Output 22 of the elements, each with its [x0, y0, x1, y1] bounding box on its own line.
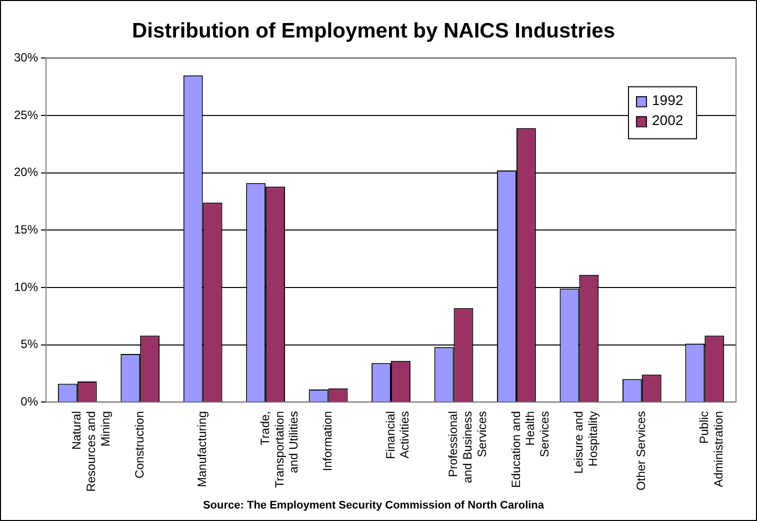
- source-note: Source: The Employment Security Commission of North Carolina: [202, 499, 545, 512]
- x-tick-label: Professional and Business Services: [446, 411, 489, 484]
- legend-label: 1992: [652, 92, 684, 108]
- x-tick-label: Public Administration: [696, 411, 726, 488]
- y-tick-label: 10%: [14, 280, 38, 294]
- y-tick-label: 5%: [20, 337, 38, 352]
- x-tick-label: Other Services: [634, 411, 648, 490]
- legend-label: 2002: [652, 112, 684, 128]
- y-tick-label: 25%: [14, 108, 38, 122]
- x-tick-label: Construction: [132, 411, 146, 478]
- x-tick-label: Trade, Transportation and Utilities: [258, 411, 301, 488]
- y-tick-label: 0%: [20, 394, 38, 408]
- y-tick-label: 15%: [14, 222, 38, 236]
- x-tick-label: Financial Activities: [383, 411, 412, 460]
- x-tick-label: Leisure and Hospitality: [572, 411, 600, 474]
- x-tick-label: Education and Health Services: [508, 411, 552, 488]
- x-tick-label: Natural Resources and Mining: [70, 411, 112, 492]
- y-tick-label: 30%: [14, 50, 38, 65]
- y-tick-label: 20%: [14, 165, 38, 180]
- x-tick-label: Manufacturing: [195, 411, 210, 488]
- x-tick-label: Information: [320, 411, 335, 472]
- chart-title: Distribution of Employment by NAICS Industries: [132, 19, 616, 42]
